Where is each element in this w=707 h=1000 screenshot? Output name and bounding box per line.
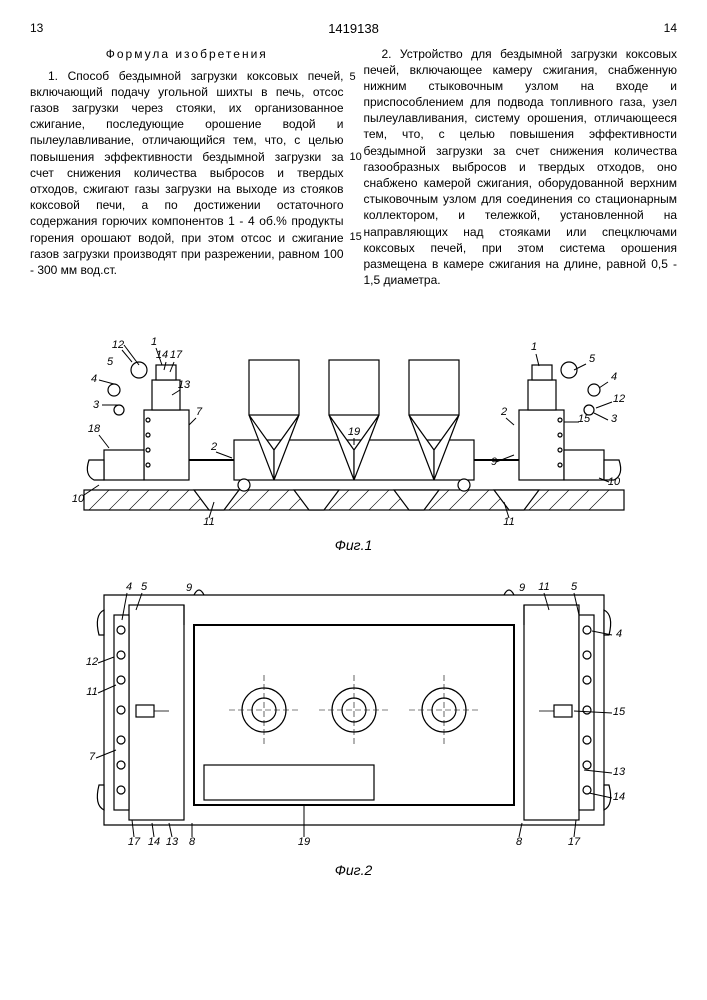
svg-text:2: 2 [209,441,216,453]
document-number: 1419138 [43,20,663,38]
left-column: Формула изобретения 1. Способ бездымной … [30,46,344,291]
svg-text:13: 13 [165,836,178,848]
svg-text:11: 11 [538,581,549,593]
svg-text:1: 1 [150,336,156,348]
svg-text:2: 2 [499,406,506,418]
figure-2: 4 5 12 11 7 9 17 14 13 8 19 9 11 5 4 15 … [30,565,677,880]
svg-text:12: 12 [111,339,123,351]
svg-text:10: 10 [607,476,620,488]
svg-text:14: 14 [155,349,167,361]
svg-text:4: 4 [125,581,131,593]
svg-text:13: 13 [177,379,190,391]
svg-text:18: 18 [87,423,100,435]
line-number: 15 [350,230,362,245]
svg-text:8: 8 [515,836,522,848]
figure-1: 12 4 5 3 18 10 1417 1 13 7 2 11 19 1 5 4… [30,310,677,555]
page-number-right: 14 [664,20,677,38]
svg-text:14: 14 [147,836,159,848]
svg-text:4: 4 [610,371,616,383]
figure-2-svg: 4 5 12 11 7 9 17 14 13 8 19 9 11 5 4 15 … [44,565,664,865]
svg-text:9: 9 [518,582,524,594]
svg-text:3: 3 [92,399,99,411]
svg-text:19: 19 [347,426,359,438]
line-number: 10 [350,150,362,165]
svg-text:4: 4 [90,373,96,385]
svg-text:7: 7 [88,751,95,763]
svg-text:1: 1 [530,341,536,353]
formula-title: Формула изобретения [30,46,344,62]
figure-1-svg: 12 4 5 3 18 10 1417 1 13 7 2 11 19 1 5 4… [44,310,664,540]
svg-text:12: 12 [612,393,624,405]
svg-text:5: 5 [570,581,577,593]
svg-text:8: 8 [188,836,195,848]
svg-text:17: 17 [567,836,580,848]
figure-1-caption: Фиг.1 [30,536,677,555]
svg-text:15: 15 [612,706,625,718]
right-column: 5 10 15 2. Устройство для бездымной загр… [364,46,678,291]
svg-text:5: 5 [140,581,147,593]
svg-text:14: 14 [612,791,624,803]
svg-text:12: 12 [85,656,97,668]
svg-text:7: 7 [195,406,202,418]
svg-text:13: 13 [612,766,625,778]
svg-text:11: 11 [86,686,97,698]
svg-text:3: 3 [610,413,617,425]
claim-1: 1. Способ бездымной загрузки коксовых пе… [30,68,344,278]
line-number: 5 [350,70,356,85]
page-number-left: 13 [30,20,43,38]
svg-text:5: 5 [106,356,113,368]
svg-text:9: 9 [185,582,191,594]
svg-text:4: 4 [615,628,621,640]
figure-2-caption: Фиг.2 [30,861,677,880]
text-columns: Формула изобретения 1. Способ бездымной … [30,46,677,291]
svg-text:5: 5 [588,353,595,365]
page-header: 13 1419138 14 [30,20,677,38]
svg-text:17: 17 [127,836,140,848]
svg-text:15: 15 [577,413,590,425]
svg-text:19: 19 [297,836,309,848]
claim-2: 2. Устройство для бездымной загрузки кок… [364,46,678,289]
svg-text:10: 10 [71,493,84,505]
svg-text:17: 17 [169,349,182,361]
